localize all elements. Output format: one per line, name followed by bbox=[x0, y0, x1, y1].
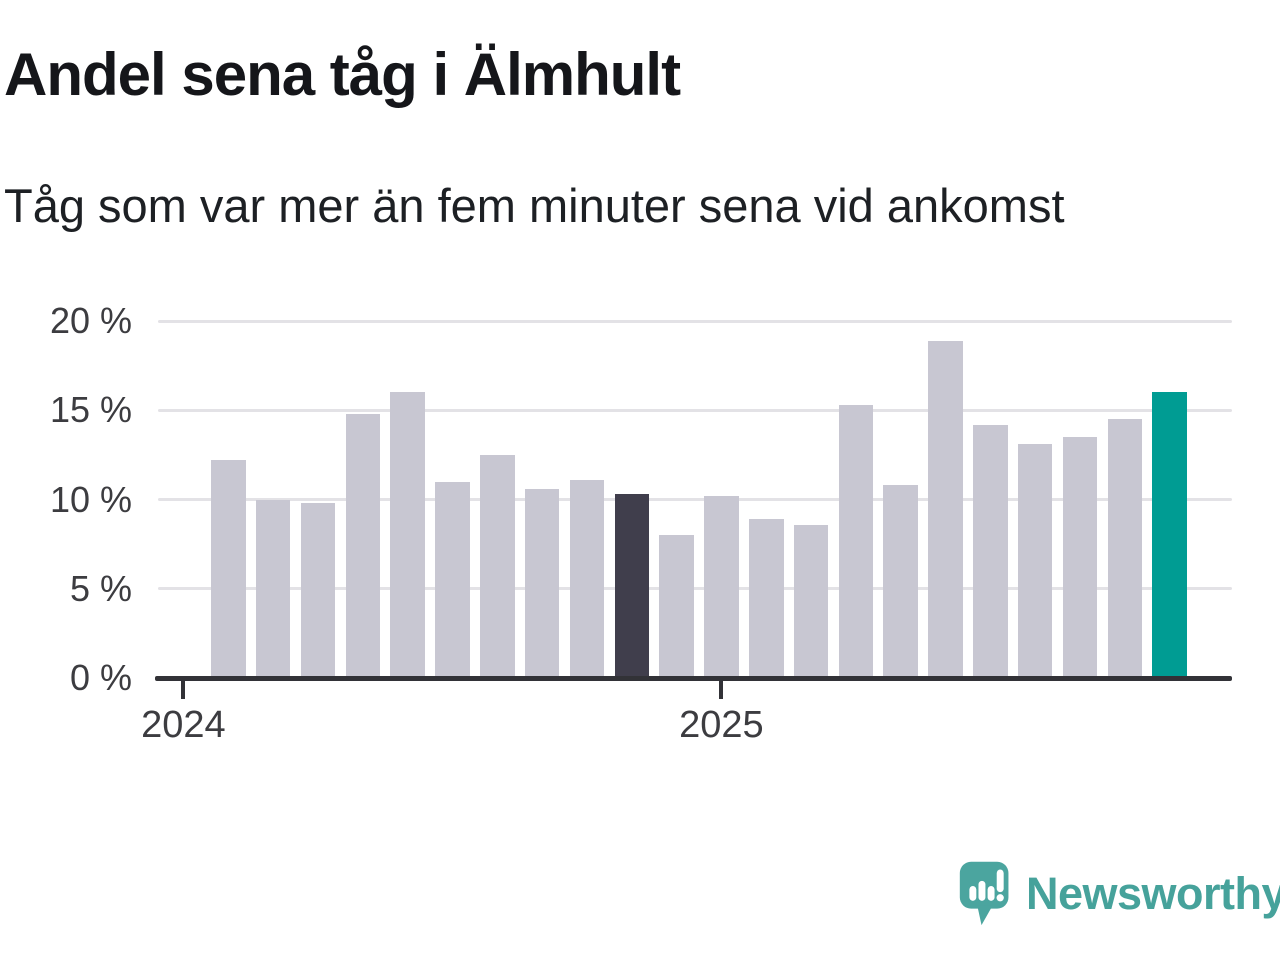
bar-2025-08 bbox=[1017, 444, 1053, 678]
gridline-20pct bbox=[158, 319, 1232, 323]
y-axis-label-15pct: 15 % bbox=[49, 389, 132, 431]
bar-2025-05 bbox=[883, 485, 918, 678]
bar-2025-04 bbox=[838, 404, 874, 678]
bar-2024-04 bbox=[300, 503, 336, 678]
bar-2024-06 bbox=[390, 392, 425, 678]
brand-wordmark: Newsworthy bbox=[1026, 868, 1280, 919]
bar-2025-03 bbox=[793, 524, 829, 678]
bar-2024-08 bbox=[480, 454, 515, 678]
bar-2024-03 bbox=[255, 499, 291, 678]
bar-2025-10 bbox=[1107, 419, 1143, 678]
x-tick-2024 bbox=[181, 680, 186, 699]
bar-2024-07 bbox=[435, 481, 470, 678]
page-title: Andel sena tåg i Älmhult bbox=[4, 41, 681, 108]
x-axis-label-2025: 2025 bbox=[679, 704, 764, 746]
y-axis-label-0pct: 0 % bbox=[69, 657, 132, 698]
gridline-5pct bbox=[158, 587, 1232, 591]
brand-footer: Newsworthy bbox=[958, 858, 1280, 938]
bar-2024-10 bbox=[569, 479, 605, 678]
bar-2025-09 bbox=[1062, 437, 1098, 678]
bar-2024-09 bbox=[524, 488, 560, 678]
bar-2025-02 bbox=[749, 519, 784, 678]
y-axis-label-20pct: 20 % bbox=[49, 300, 132, 341]
gridline-15pct bbox=[158, 408, 1232, 412]
gridline-10pct bbox=[158, 498, 1232, 501]
y-axis-label-5pct: 5 % bbox=[69, 567, 132, 609]
x-axis-line bbox=[155, 675, 1232, 681]
bar-2024-02 bbox=[211, 460, 246, 678]
bar-2025-01 bbox=[704, 495, 739, 678]
bar-2024-11 bbox=[614, 494, 649, 678]
bar-2025-06 bbox=[928, 340, 963, 678]
bar-2024-12 bbox=[659, 535, 694, 678]
x-tick-2025 bbox=[719, 680, 724, 699]
bar-2025-07 bbox=[973, 424, 1008, 678]
bar-2024-05 bbox=[345, 413, 380, 678]
y-axis-label-10pct: 10 % bbox=[49, 478, 132, 520]
bar-2025-11 bbox=[1152, 392, 1187, 678]
x-axis-label-2024: 2024 bbox=[141, 704, 226, 746]
page-subtitle: Tåg som var mer än fem minuter sena vid … bbox=[4, 179, 1065, 232]
newsworthy-logo-icon bbox=[959, 861, 1009, 926]
